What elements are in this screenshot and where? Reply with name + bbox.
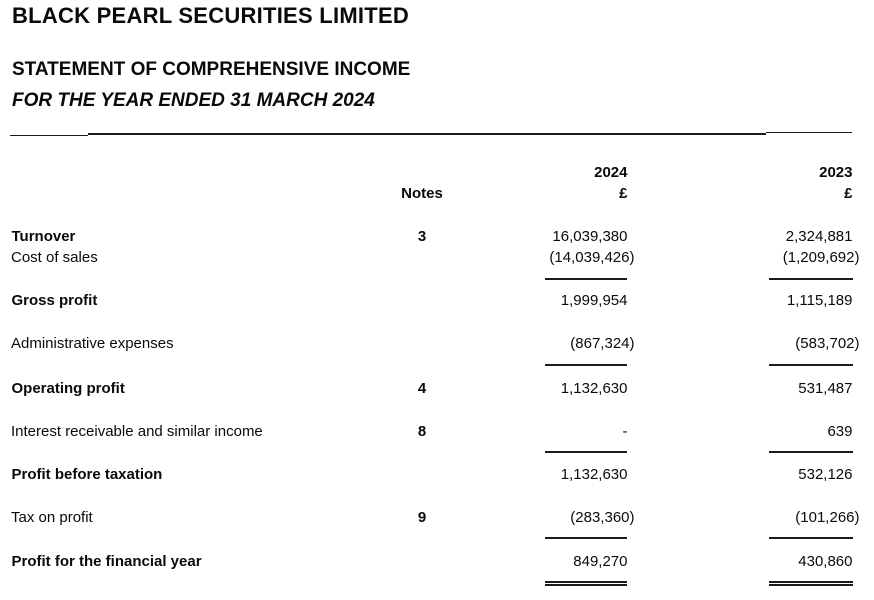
row-value-2023: 1,115,189 xyxy=(786,292,853,310)
table-row-profit-for-year: Profit for the financial year 849,270 43… xyxy=(0,552,874,571)
header-rule-left xyxy=(10,134,88,137)
year-header-row: 2024 2023 xyxy=(0,163,874,182)
row-label: Turnover xyxy=(11,227,76,245)
currency-current-header: £ xyxy=(619,185,628,203)
notes-header: Notes xyxy=(401,185,443,203)
row-value-2024: 1,132,630 xyxy=(560,379,628,397)
column-header-row: Notes £ £ xyxy=(0,184,874,203)
row-value-2024: (14,039,426) xyxy=(549,248,635,266)
table-row-operating-profit: Operating profit 4 1,132,630 531,487 xyxy=(0,379,874,398)
row-note: 8 xyxy=(417,423,427,441)
row-value-2024: (283,360) xyxy=(570,508,635,526)
row-value-2023: (101,266) xyxy=(795,508,860,526)
year-current-header: 2024 xyxy=(594,163,628,181)
subtotal-rule-2023 xyxy=(769,537,853,539)
subtotal-rule-2024 xyxy=(545,537,627,539)
row-label: Cost of sales xyxy=(11,248,98,266)
row-value-2023: 531,487 xyxy=(798,379,853,397)
row-label: Interest receivable and similar income xyxy=(11,423,263,441)
grand-total-rule-top-2024 xyxy=(544,581,627,583)
row-value-2023: (1,209,692) xyxy=(782,248,860,266)
subtotal-rule-2024 xyxy=(545,364,627,366)
table-row-cost-of-sales: Cost of sales (14,039,426) (1,209,692) xyxy=(0,248,874,267)
row-value-2023: 430,860 xyxy=(798,552,853,570)
row-value-2024: 1,999,954 xyxy=(560,292,628,310)
row-value-2024: (867,324) xyxy=(570,335,635,353)
header-rule-right xyxy=(766,131,852,134)
grand-total-rule-top-2023 xyxy=(769,581,853,583)
table-row-profit-before-taxation: Profit before taxation 1,132,630 532,126 xyxy=(0,465,874,484)
row-value-2023: (583,702) xyxy=(795,335,860,353)
row-note: 9 xyxy=(417,508,427,526)
grand-total-rule-bottom-2023 xyxy=(769,584,853,586)
row-note: 4 xyxy=(417,379,427,397)
row-label: Administrative expenses xyxy=(11,335,174,353)
grand-total-rule-bottom-2024 xyxy=(544,584,627,587)
row-label: Tax on profit xyxy=(11,508,93,526)
currency-prior-header: £ xyxy=(844,185,853,203)
subtotal-rule-2023 xyxy=(769,450,853,453)
row-label: Profit for the financial year xyxy=(11,552,202,570)
row-value-2024: - xyxy=(622,423,628,441)
statement-title: STATEMENT OF COMPREHENSIVE INCOME xyxy=(12,58,411,80)
table-row-administrative-expenses: Administrative expenses (867,324) (583,7… xyxy=(0,334,874,353)
table-row-turnover: Turnover 3 16,039,380 2,324,881 xyxy=(0,227,874,246)
subtotal-rule-2024 xyxy=(545,278,627,281)
period-subtitle: FOR THE YEAR ENDED 31 MARCH 2024 xyxy=(12,89,375,111)
row-value-2024: 849,270 xyxy=(573,552,628,570)
table-row-gross-profit: Gross profit 1,999,954 1,115,189 xyxy=(0,291,874,310)
company-name: BLACK PEARL SECURITIES LIMITED xyxy=(12,2,410,28)
row-label: Gross profit xyxy=(11,292,98,310)
row-label: Profit before taxation xyxy=(11,466,163,483)
subtotal-rule-2023 xyxy=(769,278,853,281)
subtotal-rule-2024 xyxy=(545,450,627,453)
row-label: Operating profit xyxy=(11,379,125,397)
row-value-2024: 1,132,630 xyxy=(560,466,628,483)
row-value-2023: 532,126 xyxy=(798,466,853,483)
header-rule-middle xyxy=(88,133,766,135)
table-row-tax-on-profit: Tax on profit 9 (283,360) (101,266) xyxy=(0,508,874,527)
table-row-interest-receivable: Interest receivable and similar income 8… xyxy=(0,422,874,441)
row-value-2023: 639 xyxy=(827,423,853,441)
year-prior-header: 2023 xyxy=(819,163,853,181)
row-note: 3 xyxy=(417,227,427,245)
subtotal-rule-2023 xyxy=(769,364,853,366)
row-value-2024: 16,039,380 xyxy=(552,227,628,245)
row-value-2023: 2,324,881 xyxy=(785,227,853,245)
